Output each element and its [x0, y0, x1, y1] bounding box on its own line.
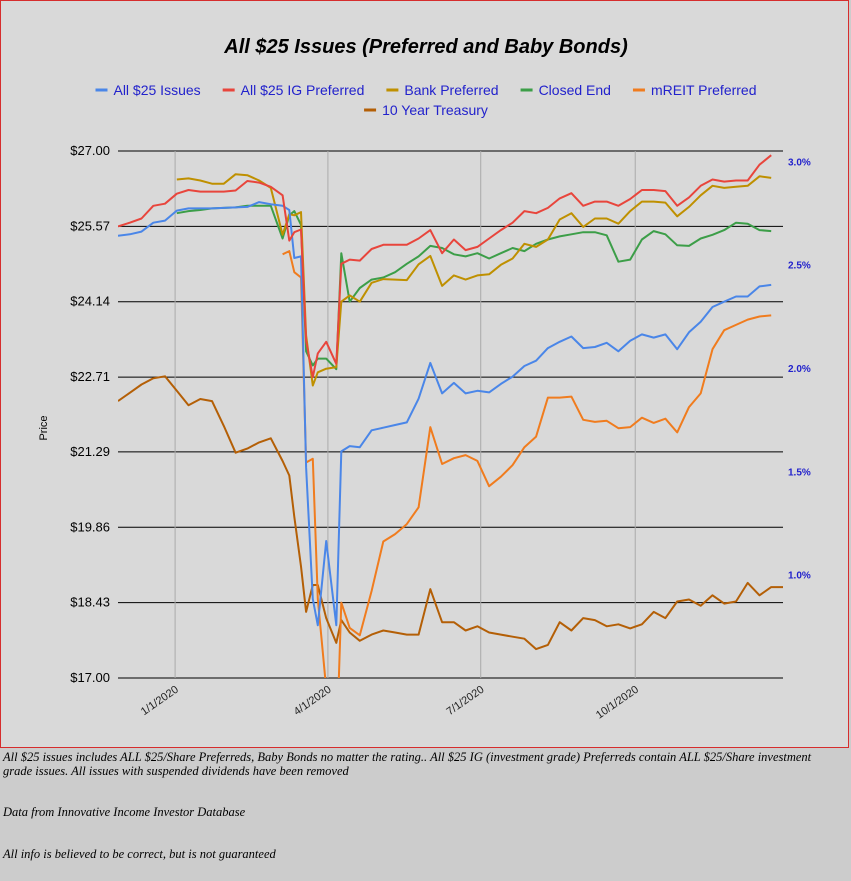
- legend-label: All $25 Issues: [113, 82, 200, 98]
- gridlines: [118, 150, 783, 679]
- series-line-bank-preferred: [176, 173, 772, 387]
- y2-tick-label: 2.0%: [788, 364, 811, 375]
- legend-label: 10 Year Treasury: [382, 102, 488, 118]
- y2-tick-label: 2.5%: [788, 261, 811, 272]
- series-line-all-25-ig-preferred: [118, 154, 772, 379]
- x-tick-label: 1/1/2020: [139, 684, 181, 718]
- y-tick-label: $21.29: [70, 444, 110, 459]
- legend-label: Bank Preferred: [404, 82, 498, 98]
- note-description: All $25 issues includes ALL $25/Share Pr…: [3, 750, 812, 778]
- series-lines: [118, 154, 783, 678]
- series-line-all-25-issues: [118, 201, 772, 627]
- x-tick-label: 10/1/2020: [594, 684, 641, 722]
- x-tick-label: 7/1/2020: [444, 684, 486, 718]
- series-line-closed-end: [176, 204, 772, 371]
- y-axis-label: Price: [38, 415, 50, 440]
- legend: All $25 Issues All $25 IG Preferred Bank P…: [95, 82, 757, 118]
- axis-ticks: $27.00 $25.57 $24.14 $22.71 $21.29 $19.86 $18.…: [70, 143, 811, 722]
- chart-title: All $25 Issues (Preferred and Baby Bonds…: [223, 36, 628, 58]
- y-tick-label: $27.00: [70, 143, 110, 158]
- y-tick-label: $25.57: [70, 218, 110, 233]
- notes-section: All $25 issues includes ALL $25/Share Pr…: [3, 750, 843, 861]
- y-tick-label: $18.43: [70, 595, 110, 610]
- x-tick-label: 4/1/2020: [292, 684, 334, 718]
- y2-tick-label: 3.0%: [788, 157, 811, 168]
- y-tick-label: $22.71: [70, 369, 110, 384]
- y2-tick-label: 1.5%: [788, 467, 811, 478]
- series-line-mreit-preferred: [282, 250, 772, 678]
- y-tick-label: $19.86: [70, 519, 110, 534]
- y2-tick-label: 1.0%: [788, 571, 811, 582]
- legend-label: Closed End: [539, 82, 611, 98]
- y-tick-label: $24.14: [70, 294, 110, 309]
- y-tick-label: $17.00: [70, 670, 110, 685]
- legend-label: All $25 IG Preferred: [241, 82, 365, 98]
- legend-label: mREIT Preferred: [651, 82, 757, 98]
- note-source: Data from Innovative Income Investor Dat…: [3, 805, 246, 819]
- series-line-10-year-treasury: [118, 375, 783, 651]
- chart-panel: All $25 Issues (Preferred and Baby Bonds…: [0, 0, 849, 748]
- note-disclaimer: All info is believed to be correct, but …: [3, 847, 276, 861]
- chart-canvas: All $25 Issues (Preferred and Baby Bonds…: [38, 36, 811, 722]
